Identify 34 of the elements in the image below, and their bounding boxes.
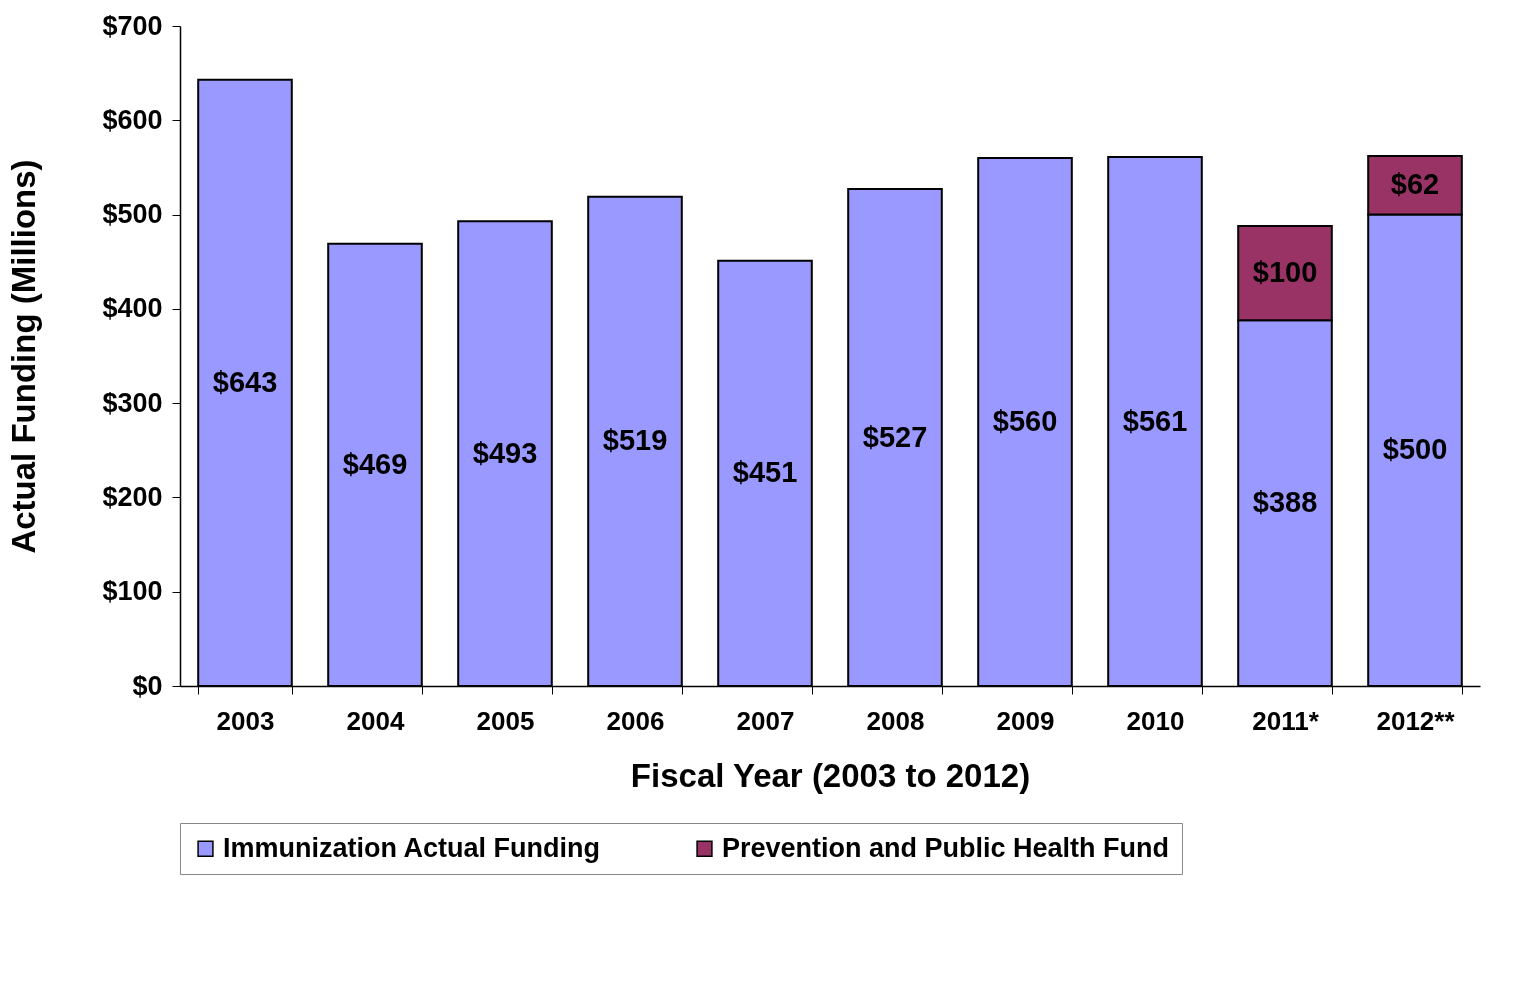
y-tick-label: $400 [102,293,163,324]
data-label: $100 [1252,256,1318,289]
data-label: $500 [1382,433,1448,466]
y-tick-label: $0 [132,670,163,701]
y-tick-label: $300 [102,387,163,418]
x-tick-label: 2008 [866,705,925,736]
data-label: $62 [1390,168,1440,201]
data-label: $643 [212,365,278,398]
y-tick-label: $700 [102,10,163,41]
y-axis-title: Actual Funding (Millions) [5,159,43,554]
legend-label: Immunization Actual Funding [223,832,600,863]
x-tick-label: 2007 [736,705,795,736]
data-label: $560 [992,405,1058,437]
x-axis-title: Fiscal Year (2003 to 2012) [630,756,1031,794]
data-label: $527 [862,420,928,453]
y-tick-label: $200 [102,481,163,512]
y-tick-label: $100 [102,576,163,607]
x-tick-label: 2004 [346,705,405,736]
data-label: $519 [602,424,668,457]
x-tick-label: 2006 [606,705,665,736]
data-label: $493 [472,436,538,469]
x-tick-label: 2009 [996,705,1055,736]
x-tick-label: 2010 [1126,705,1185,736]
x-tick-label: 2003 [216,705,275,736]
data-label: $561 [1122,404,1188,437]
data-label: $388 [1252,486,1318,519]
x-tick-label: 2012** [1376,705,1456,736]
x-tick-label: 2011* [1252,705,1320,736]
x-tick-label: 2005 [476,705,535,736]
y-tick-label: $500 [102,199,163,230]
data-label: $451 [732,456,798,489]
legend-label: Prevention and Public Health Fund [722,832,1170,863]
data-label: $469 [342,447,408,480]
y-tick-label: $600 [102,104,163,135]
